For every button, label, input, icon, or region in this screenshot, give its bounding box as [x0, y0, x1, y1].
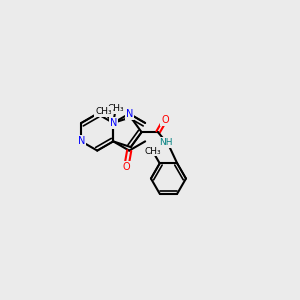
Text: N: N [125, 109, 133, 119]
Text: O: O [122, 162, 130, 172]
Text: N: N [78, 136, 85, 146]
Text: NH: NH [159, 138, 173, 147]
Text: O: O [161, 115, 169, 125]
Text: CH₃: CH₃ [95, 107, 112, 116]
Text: CH₃: CH₃ [144, 146, 161, 155]
Text: CH₃: CH₃ [107, 104, 124, 113]
Text: N: N [110, 118, 117, 128]
